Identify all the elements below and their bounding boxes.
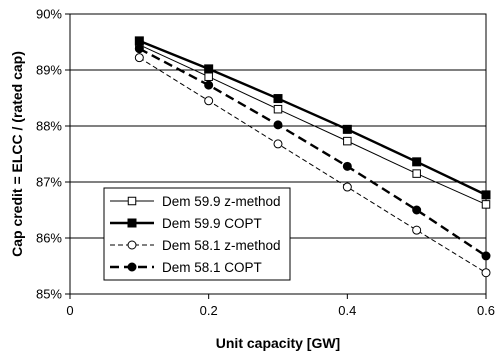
y-axis-title: Cap credit = ELCC / (rated cap)	[9, 51, 25, 257]
filled-square-marker	[481, 190, 491, 200]
filled-circle-marker	[273, 120, 283, 130]
filled-square-marker	[127, 218, 137, 228]
y-tick-label: 86%	[36, 231, 62, 246]
filled-circle-marker	[127, 262, 137, 272]
series-line	[138, 39, 487, 196]
y-tick-label: 90%	[36, 7, 62, 22]
y-tick-label: 88%	[36, 119, 62, 134]
filled-circle-marker	[134, 44, 144, 54]
x-axis-title: Unit capacity [GW]	[216, 335, 340, 351]
legend-label: Dem 58.1 z-method	[162, 238, 281, 253]
legend-label: Dem 59.9 COPT	[162, 216, 262, 231]
x-tick-label: 0.6	[477, 303, 495, 318]
series-filled-circle	[134, 44, 491, 261]
open-circle-marker	[342, 182, 352, 192]
series-line	[138, 47, 487, 257]
axis-ticks: 85% 86% 87% 88% 89% 90% 0 0.2 0.4 0.6	[36, 7, 495, 319]
legend-label: Dem 59.9 z-method	[162, 194, 281, 209]
open-square-marker	[412, 169, 421, 178]
plot-area-frame	[69, 13, 487, 295]
open-square-marker	[481, 200, 491, 209]
open-circle-marker	[481, 268, 491, 278]
open-circle-marker	[127, 240, 137, 250]
legend-item: Dem 59.9 COPT	[110, 216, 262, 231]
open-square-marker	[127, 196, 137, 206]
series-line	[139, 57, 487, 274]
y-tick-label: 87%	[36, 175, 62, 190]
legend-label: Dem 58.1 COPT	[162, 260, 262, 275]
filled-circle-marker	[481, 251, 491, 261]
filled-square-marker	[273, 94, 283, 104]
filled-square-marker	[342, 124, 352, 134]
series-filled-square	[134, 36, 491, 200]
x-tick-label: 0	[66, 303, 73, 318]
filled-circle-marker	[342, 161, 352, 171]
open-square-marker	[343, 136, 352, 146]
filled-square-marker	[134, 36, 144, 46]
series-line	[139, 44, 487, 205]
legend: Dem 59.9 z-method Dem 59.9 COPT Dem 58.1 z…	[103, 187, 291, 281]
open-square-marker	[273, 104, 283, 114]
legend-item: Dem 59.9 z-method	[110, 194, 281, 209]
x-tick-label: 0.2	[200, 303, 218, 318]
filled-circle-marker	[204, 80, 214, 90]
legend-item: Dem 58.1 z-method	[110, 238, 281, 253]
open-circle-marker	[204, 96, 214, 106]
legend-item: Dem 58.1 COPT	[110, 260, 262, 275]
y-tick-label: 85%	[36, 287, 62, 302]
y-tick-label: 89%	[36, 63, 62, 78]
filled-square-marker	[204, 64, 214, 74]
filled-square-marker	[412, 157, 422, 167]
series-group	[134, 36, 491, 278]
filled-circle-marker	[412, 205, 422, 215]
open-circle-marker	[134, 53, 144, 63]
open-square-marker	[204, 72, 213, 81]
open-circle-marker	[273, 139, 283, 149]
open-circle-marker	[412, 225, 422, 235]
x-tick-label: 0.4	[338, 303, 356, 318]
series-open-square	[135, 40, 491, 209]
series-open-circle	[134, 53, 491, 278]
